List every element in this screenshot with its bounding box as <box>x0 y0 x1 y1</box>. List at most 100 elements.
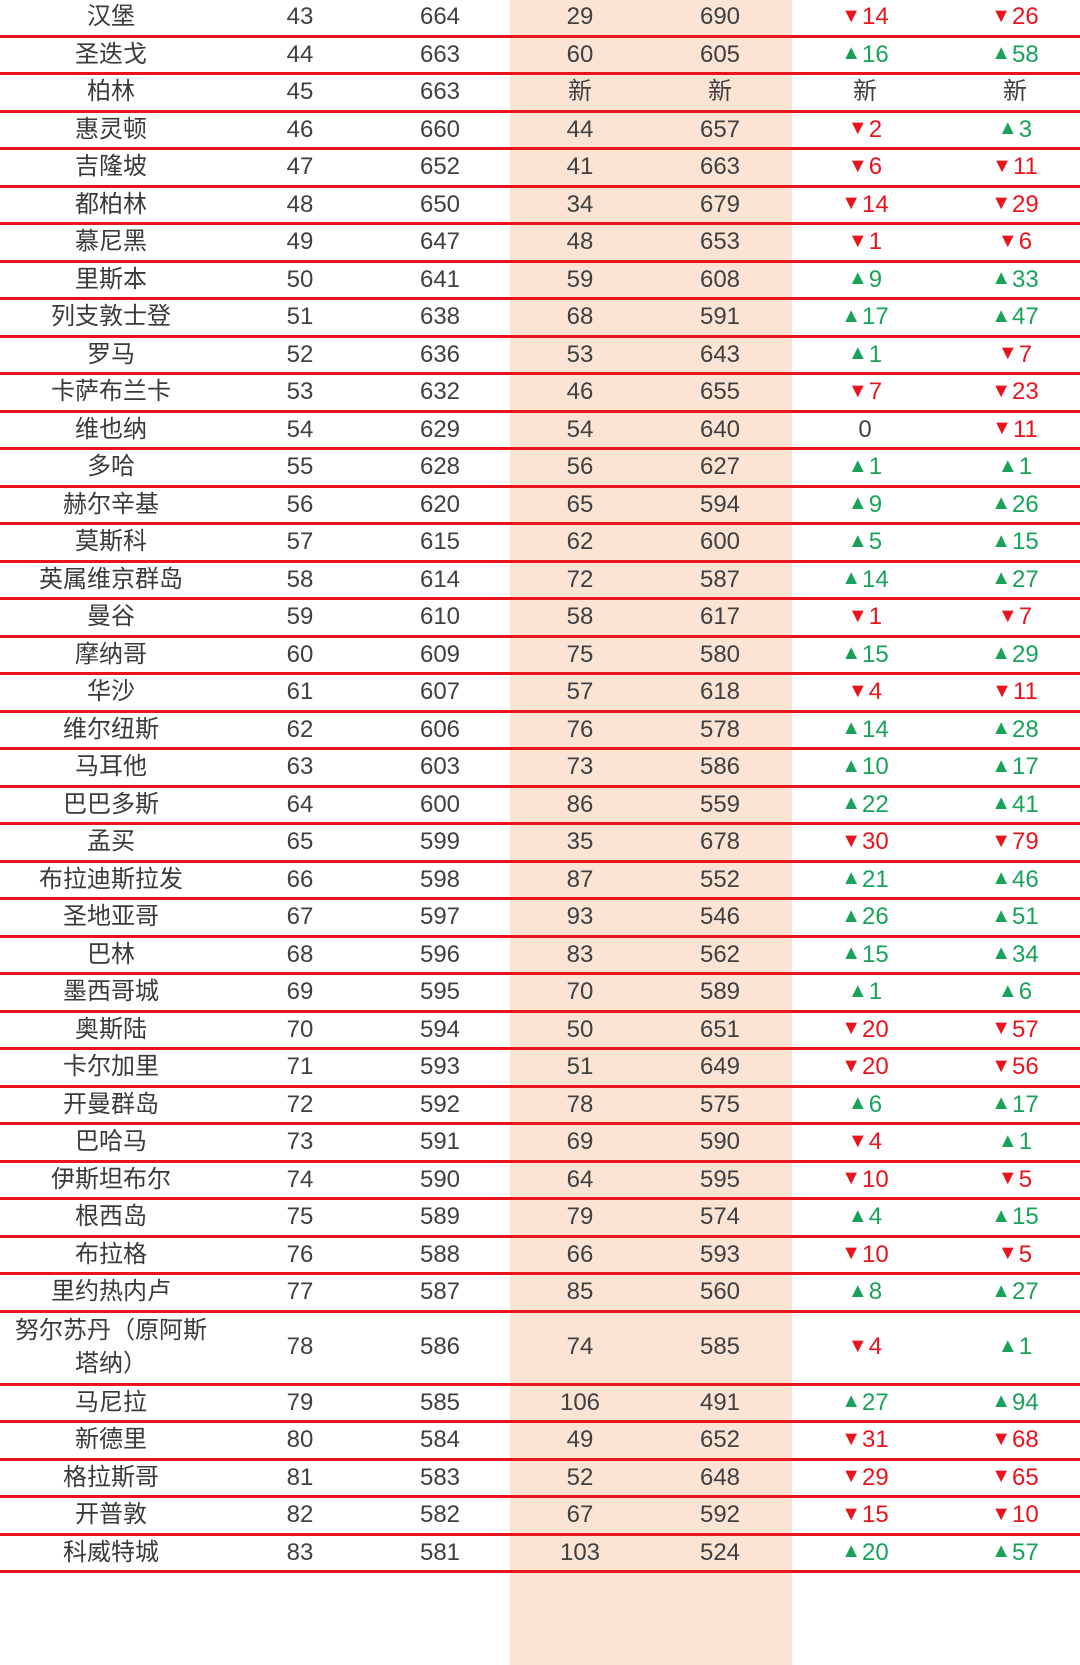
down-triangle-icon: ▼ <box>841 829 862 852</box>
rank-change-value: 1 <box>868 453 883 481</box>
prev-score-cell: 651 <box>699 1015 741 1043</box>
score-change-value: 29 <box>1012 190 1039 218</box>
score-change-value: 新 <box>1003 78 1027 106</box>
rank-change-cell: ▼ 7 <box>815 375 915 410</box>
city-name: 柏林 <box>87 78 135 106</box>
score-change-cell: ▼ 11 <box>965 675 1065 710</box>
rank-change-value: 30 <box>862 828 889 856</box>
prev-rank-cell: 60 <box>566 40 594 68</box>
down-triangle-icon: ▼ <box>841 1167 862 1190</box>
city-name: 墨西哥城 <box>63 978 159 1006</box>
prev-rank-cell: 59 <box>566 265 594 293</box>
rank-change-cell: ▲ 10 <box>815 750 915 785</box>
score-change-cell: ▲ 46 <box>965 863 1065 898</box>
rank-change-value: 20 <box>862 1538 889 1566</box>
rank-change-value: 8 <box>868 1278 883 1306</box>
score-cell: 606 <box>419 715 461 743</box>
rank-cell: 55 <box>286 453 314 481</box>
prev-score-cell: 652 <box>699 1426 741 1454</box>
table-row: 维尔纽斯 62 606 76 578 ▲ 14 ▲ 28 <box>0 713 1080 750</box>
score-change-cell: ▼ 5 <box>965 1163 1065 1198</box>
up-triangle-icon: ▲ <box>991 754 1012 777</box>
rank-cell: 79 <box>286 1388 314 1416</box>
score-cell: 615 <box>419 528 461 556</box>
rank-cell: 71 <box>286 1053 314 1081</box>
score-change-value: 47 <box>1012 303 1039 331</box>
prev-score-cell: 590 <box>699 1128 741 1156</box>
prev-rank-cell: 66 <box>566 1240 594 1268</box>
table-row: 卡尔加里 71 593 51 649 ▼ 20 ▼ 56 <box>0 1050 1080 1088</box>
table-row: 马尼拉 79 585 106 491 ▲ 27 ▲ 94 <box>0 1386 1080 1423</box>
rank-cell: 59 <box>286 603 314 631</box>
score-cell: 583 <box>419 1463 461 1491</box>
score-cell: 647 <box>419 228 461 256</box>
prev-rank-cell: 72 <box>566 565 594 593</box>
score-change-value: 6 <box>1018 978 1033 1006</box>
prev-score-cell: 627 <box>699 453 741 481</box>
score-cell: 607 <box>419 678 461 706</box>
score-cell: 638 <box>419 303 461 331</box>
down-triangle-icon: ▼ <box>847 154 868 177</box>
down-triangle-icon: ▼ <box>847 229 868 252</box>
rank-cell: 62 <box>286 715 314 743</box>
table-row: 莫斯科 57 615 62 600 ▲ 5 ▲ 15 <box>0 525 1080 563</box>
score-change-cell: ▼ 7 <box>965 338 1065 373</box>
score-cell: 597 <box>419 903 461 931</box>
score-change-value: 33 <box>1012 265 1039 293</box>
rank-cell: 57 <box>286 528 314 556</box>
score-cell: 585 <box>419 1388 461 1416</box>
rank-change-value: 14 <box>862 190 889 218</box>
score-change-value: 15 <box>1012 528 1039 556</box>
rank-cell: 49 <box>286 228 314 256</box>
prev-score-cell: 618 <box>699 678 741 706</box>
score-change-cell: ▲ 15 <box>965 525 1065 560</box>
rank-change-value: 21 <box>862 865 889 893</box>
score-change-cell: ▼ 57 <box>965 1013 1065 1048</box>
rank-change-cell: ▼ 4 <box>815 675 915 710</box>
table-row: 格拉斯哥 81 583 52 648 ▼ 29 ▼ 65 <box>0 1461 1080 1498</box>
score-change-cell: ▲ 28 <box>965 713 1065 748</box>
score-cell: 600 <box>419 790 461 818</box>
table-row: 里约热内卢 77 587 85 560 ▲ 8 ▲ 27 <box>0 1275 1080 1313</box>
table-row: 巴林 68 596 83 562 ▲ 15 ▲ 34 <box>0 938 1080 975</box>
city-name: 慕尼黑 <box>75 228 147 256</box>
up-triangle-icon: ▲ <box>841 304 862 327</box>
rank-cell: 66 <box>286 865 314 893</box>
city-name: 维尔纽斯 <box>63 715 159 743</box>
score-change-cell: ▲ 94 <box>965 1386 1065 1421</box>
up-triangle-icon: ▲ <box>991 1092 1012 1115</box>
city-name: 列支敦士登 <box>51 303 171 331</box>
up-triangle-icon: ▲ <box>991 792 1012 815</box>
score-change-value: 94 <box>1012 1388 1039 1416</box>
down-triangle-icon: ▼ <box>997 1242 1018 1265</box>
rank-change-value: 15 <box>862 940 889 968</box>
rank-change-value: 16 <box>862 40 889 68</box>
score-change-value: 11 <box>1012 415 1038 443</box>
city-name: 巴林 <box>87 940 135 968</box>
city-name: 华沙 <box>87 678 135 706</box>
prev-score-cell: 589 <box>699 978 741 1006</box>
prev-score-cell: 594 <box>699 490 741 518</box>
rank-change-cell: ▲ 1 <box>815 338 915 373</box>
rank-cell: 65 <box>286 828 314 856</box>
rank-cell: 61 <box>286 678 314 706</box>
down-triangle-icon: ▼ <box>991 1502 1012 1525</box>
down-triangle-icon: ▼ <box>997 604 1018 627</box>
score-cell: 641 <box>419 265 461 293</box>
prev-score-cell: 690 <box>699 3 741 31</box>
down-triangle-icon: ▼ <box>991 192 1012 215</box>
city-name: 布拉迪斯拉发 <box>39 865 183 893</box>
city-name: 巴巴多斯 <box>63 790 159 818</box>
prev-score-cell: 585 <box>699 1333 741 1361</box>
score-cell: 614 <box>419 565 461 593</box>
rank-change-value: 1 <box>868 978 883 1006</box>
rank-cell: 76 <box>286 1240 314 1268</box>
score-cell: 628 <box>419 453 461 481</box>
rank-change-value: 17 <box>862 303 889 331</box>
prev-rank-cell: 51 <box>566 1053 594 1081</box>
score-change-value: 3 <box>1018 115 1033 143</box>
rank-cell: 78 <box>286 1333 314 1361</box>
table-row: 吉隆坡 47 652 41 663 ▼ 6 ▼ 11 <box>0 150 1080 188</box>
city-name: 新德里 <box>75 1426 147 1454</box>
